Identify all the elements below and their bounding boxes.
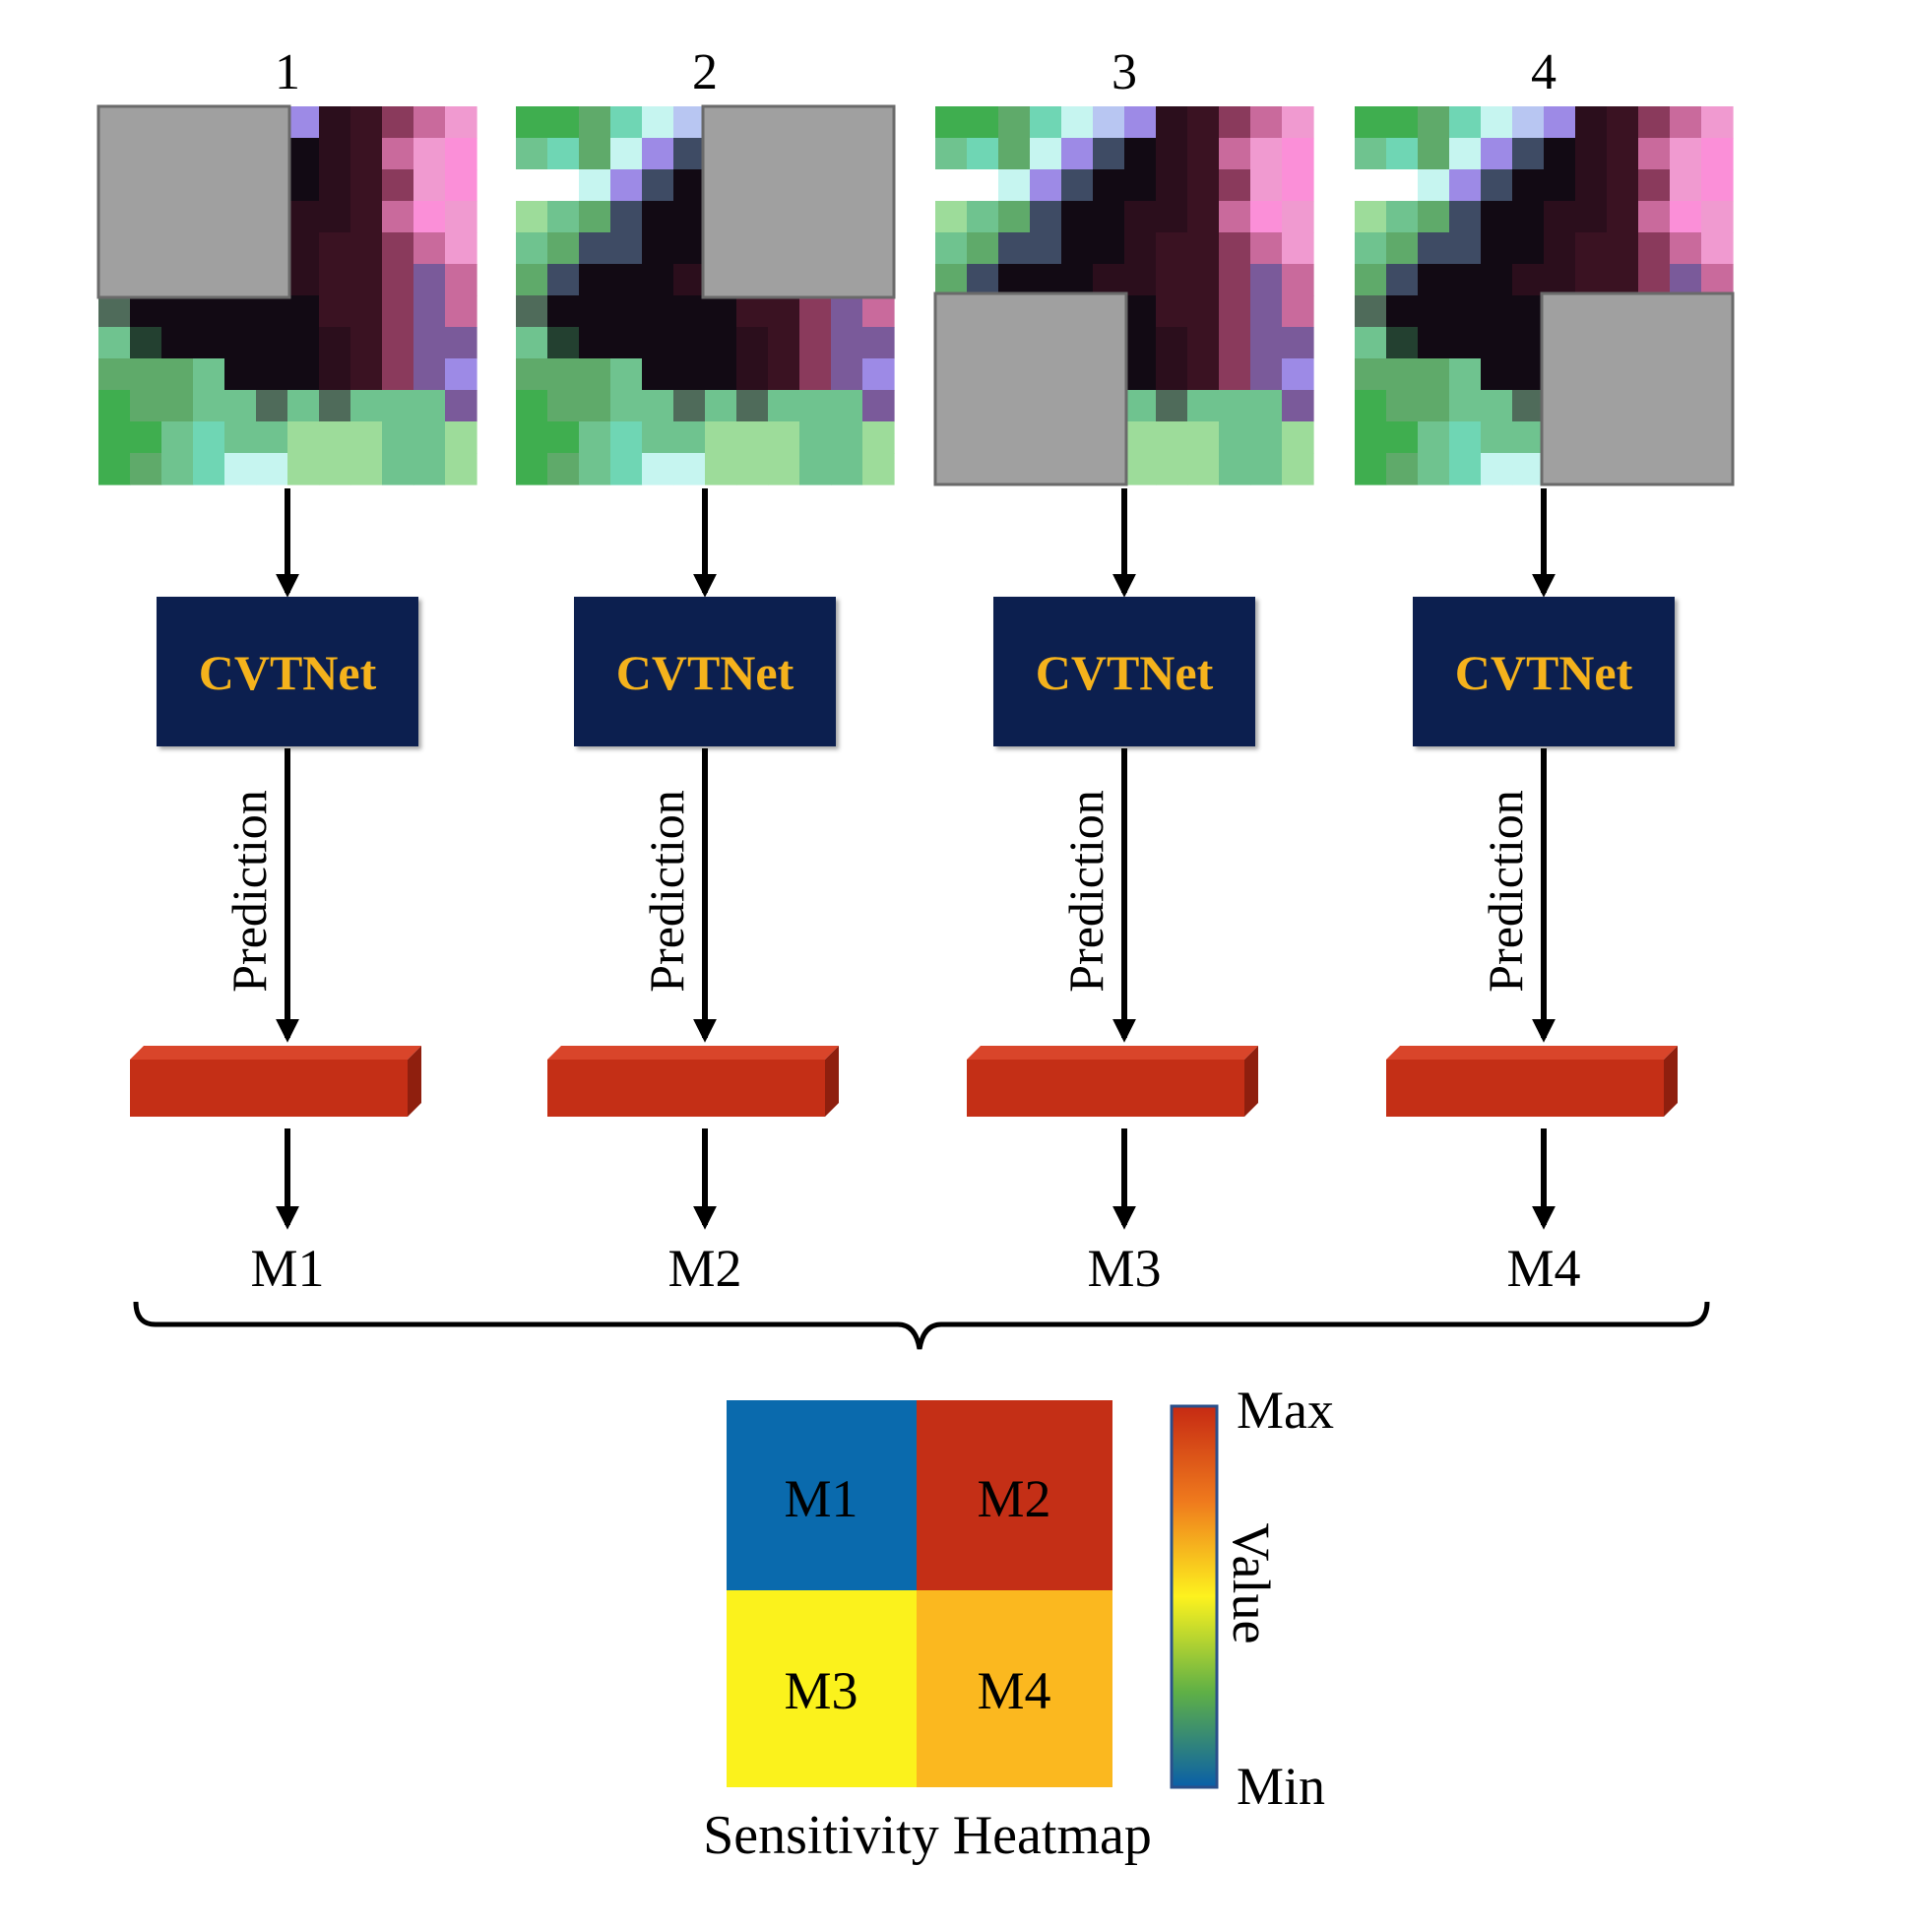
output-label: M2	[667, 1239, 741, 1298]
occlusion-mask	[933, 291, 1128, 486]
panel-3: 3 CVTNet Prediction M3	[933, 44, 1314, 1298]
cvtnet-label: CVTNet	[1036, 645, 1214, 700]
cvtnet-model-box	[993, 597, 1255, 746]
colorbar-min-label: Min	[1237, 1757, 1325, 1816]
prediction-label: Prediction	[222, 790, 277, 993]
prediction-label: Prediction	[1478, 790, 1533, 993]
occlusion-mask	[96, 104, 291, 299]
colorbar-gradient	[1170, 1404, 1219, 1789]
panel-1: 1 CVTNet Prediction M1	[96, 44, 477, 1298]
heatmap-cell-label: M2	[977, 1469, 1050, 1528]
heatmap-cell-m1	[727, 1400, 917, 1590]
prediction-output-block	[547, 1046, 839, 1117]
panel-4: 4 CVTNet Prediction M4	[1355, 44, 1735, 1298]
prediction-label: Prediction	[639, 790, 694, 993]
panel-number: 1	[275, 44, 300, 100]
cvtnet-model-box	[574, 597, 836, 746]
output-label: M1	[250, 1239, 324, 1298]
heatmap-cell-label: M3	[784, 1661, 858, 1720]
occlusion-mask	[701, 104, 896, 299]
panel-number: 4	[1531, 44, 1557, 100]
prediction-output-block	[967, 1046, 1258, 1117]
occlusion-panels: 1 CVTNet Prediction M1 2 CVTNet Prediction M2 3 C…	[96, 44, 1735, 1298]
heatmap-cell-label: M4	[977, 1661, 1050, 1720]
colorbar-axis-label: Value	[1222, 1523, 1281, 1644]
occlusion-mask	[1540, 291, 1735, 486]
heatmap-cell-m3	[727, 1590, 917, 1787]
colorbar-max-label: Max	[1237, 1381, 1334, 1440]
panel-number: 3	[1112, 44, 1137, 100]
prediction-output-block	[1386, 1046, 1678, 1117]
cvtnet-label: CVTNet	[616, 645, 794, 700]
output-label: M4	[1506, 1239, 1580, 1298]
output-label: M3	[1087, 1239, 1161, 1298]
heatmap-cell-m4	[917, 1590, 1112, 1787]
cvtnet-model-box	[1413, 597, 1675, 746]
grouping-brace	[133, 1301, 1710, 1350]
panel-2: 2 CVTNet Prediction M2	[516, 44, 896, 1298]
sensitivity-heatmap: M1 M2 M3 M4 Sensitivity Heatmap	[703, 1400, 1152, 1866]
colorbar: Max Min Value	[1170, 1381, 1334, 1816]
cvtnet-label: CVTNet	[1455, 645, 1633, 700]
cvtnet-model-box	[157, 597, 418, 746]
cvtnet-label: CVTNet	[199, 645, 377, 700]
panel-number: 2	[692, 44, 718, 100]
prediction-label: Prediction	[1058, 790, 1113, 993]
heatmap-cell-label: M1	[784, 1469, 858, 1528]
heatmap-cell-m2	[917, 1400, 1112, 1590]
heatmap-title: Sensitivity Heatmap	[703, 1805, 1152, 1866]
prediction-output-block	[130, 1046, 421, 1117]
